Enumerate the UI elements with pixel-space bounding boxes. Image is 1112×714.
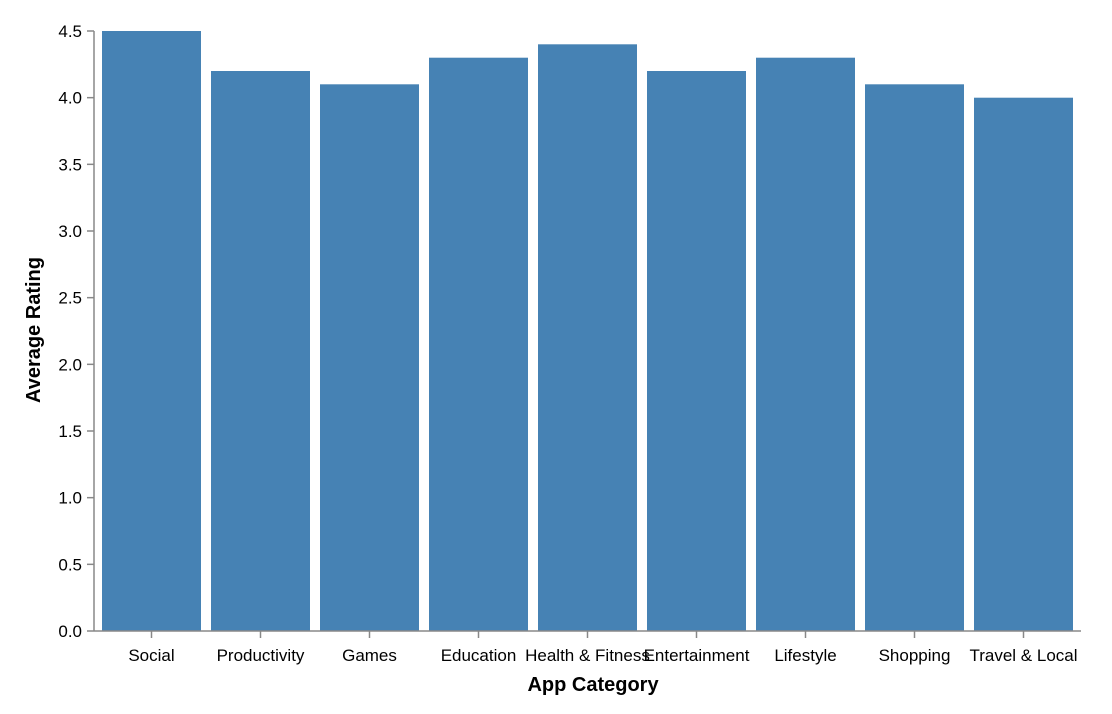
bar-education	[429, 57, 528, 631]
x-tick-label: Productivity	[217, 646, 305, 665]
x-tick-label: Games	[342, 646, 397, 665]
x-tick-label: Education	[441, 646, 517, 665]
bar-games	[320, 84, 419, 632]
bar-productivity	[211, 71, 310, 631]
x-axis: Social Productivity Games Education Health &…	[94, 630, 1081, 665]
x-tick-label: Health & Fitness	[525, 646, 650, 665]
y-tick-label: 0.0	[58, 622, 82, 641]
bars-group	[102, 31, 1073, 632]
bar-entertainment	[647, 71, 746, 631]
x-tick-label: Shopping	[879, 646, 951, 665]
y-tick-label: 2.5	[58, 289, 82, 308]
y-tick-label: 1.5	[58, 422, 82, 441]
bar-lifestyle	[756, 57, 855, 631]
x-tick-label: Social	[128, 646, 174, 665]
bar-travel-local	[974, 97, 1073, 631]
y-tick-label: 2.0	[58, 355, 82, 374]
bar-shopping	[865, 84, 964, 632]
x-tick-label: Lifestyle	[774, 646, 836, 665]
y-tick-label: 4.5	[58, 22, 82, 41]
x-axis-title: App Category	[527, 674, 659, 696]
y-tick-label: 4.0	[58, 89, 82, 108]
bar-health-fitness	[538, 44, 637, 632]
bar-social	[102, 31, 201, 631]
y-axis: 0.0 0.5 1.0 1.5 2.0 2.5 3.0 3.5 4.0 4.5	[58, 22, 95, 641]
x-tick-label: Travel & Local	[969, 646, 1077, 665]
y-tick-label: 1.0	[58, 489, 82, 508]
y-axis-title: Average Rating	[23, 257, 45, 403]
x-tick-label: Entertainment	[644, 646, 750, 665]
y-tick-label: 3.0	[58, 222, 82, 241]
y-tick-label: 3.5	[58, 155, 82, 174]
y-tick-label: 0.5	[58, 555, 82, 574]
